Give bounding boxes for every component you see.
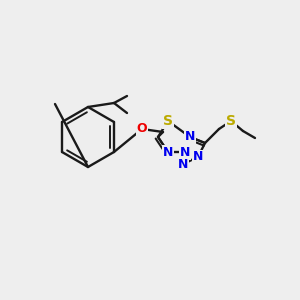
Text: N: N (163, 146, 173, 158)
Text: S: S (226, 114, 236, 128)
Text: N: N (180, 146, 190, 158)
Text: O: O (137, 122, 147, 136)
Text: N: N (178, 158, 188, 170)
Text: N: N (185, 130, 195, 143)
Text: S: S (163, 114, 173, 128)
Text: N: N (193, 151, 203, 164)
